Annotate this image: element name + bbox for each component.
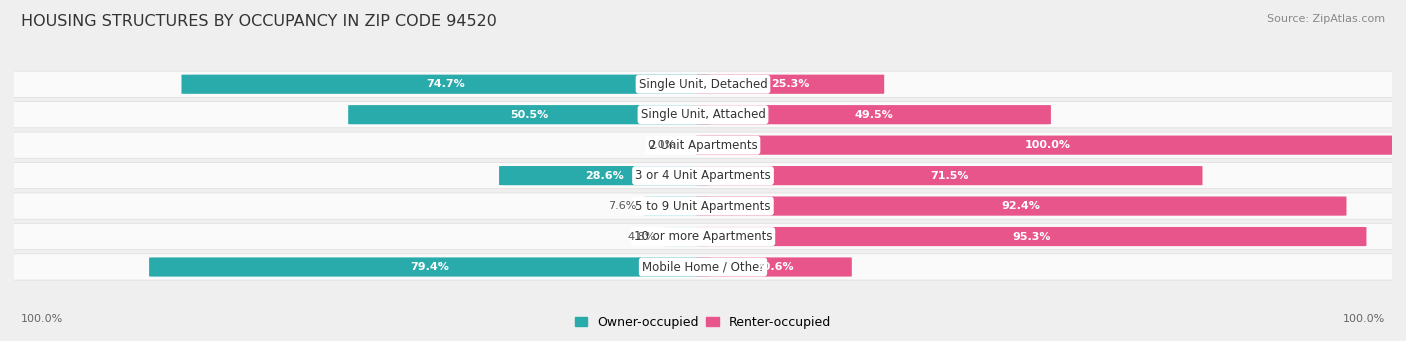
Text: 28.6%: 28.6% [585,170,624,181]
FancyBboxPatch shape [0,163,1406,189]
FancyBboxPatch shape [696,196,1347,216]
Text: 100.0%: 100.0% [1025,140,1070,150]
Text: 4.8%: 4.8% [627,232,657,241]
Text: 100.0%: 100.0% [21,314,63,324]
Text: Mobile Home / Other: Mobile Home / Other [641,261,765,273]
Text: 79.4%: 79.4% [411,262,449,272]
FancyBboxPatch shape [0,71,1406,97]
Text: 95.3%: 95.3% [1012,232,1050,241]
Legend: Owner-occupied, Renter-occupied: Owner-occupied, Renter-occupied [569,311,837,334]
Text: 10 or more Apartments: 10 or more Apartments [634,230,772,243]
FancyBboxPatch shape [696,105,1050,124]
Text: 49.5%: 49.5% [853,110,893,120]
Text: 50.5%: 50.5% [510,110,548,120]
FancyBboxPatch shape [0,223,1406,250]
Text: 20.6%: 20.6% [755,262,793,272]
FancyBboxPatch shape [696,227,1367,246]
FancyBboxPatch shape [0,132,1406,158]
FancyBboxPatch shape [349,105,710,124]
Text: 25.3%: 25.3% [770,79,810,89]
Text: 71.5%: 71.5% [929,170,969,181]
FancyBboxPatch shape [664,227,710,246]
FancyBboxPatch shape [696,166,1202,185]
Text: 7.6%: 7.6% [609,201,637,211]
FancyBboxPatch shape [0,102,1406,128]
FancyBboxPatch shape [644,196,710,216]
Text: 0.0%: 0.0% [647,140,675,150]
Text: Single Unit, Detached: Single Unit, Detached [638,78,768,91]
FancyBboxPatch shape [149,257,710,277]
Text: 5 to 9 Unit Apartments: 5 to 9 Unit Apartments [636,199,770,212]
Text: Source: ZipAtlas.com: Source: ZipAtlas.com [1267,14,1385,24]
FancyBboxPatch shape [0,193,1406,219]
FancyBboxPatch shape [696,136,1399,155]
Text: HOUSING STRUCTURES BY OCCUPANCY IN ZIP CODE 94520: HOUSING STRUCTURES BY OCCUPANCY IN ZIP C… [21,14,496,29]
Text: Single Unit, Attached: Single Unit, Attached [641,108,765,121]
FancyBboxPatch shape [696,257,852,277]
Text: 92.4%: 92.4% [1002,201,1040,211]
Text: 74.7%: 74.7% [426,79,465,89]
Text: 100.0%: 100.0% [1343,314,1385,324]
FancyBboxPatch shape [0,254,1406,280]
FancyBboxPatch shape [181,75,710,94]
FancyBboxPatch shape [499,166,710,185]
Text: 3 or 4 Unit Apartments: 3 or 4 Unit Apartments [636,169,770,182]
Text: 2 Unit Apartments: 2 Unit Apartments [648,139,758,152]
FancyBboxPatch shape [696,75,884,94]
